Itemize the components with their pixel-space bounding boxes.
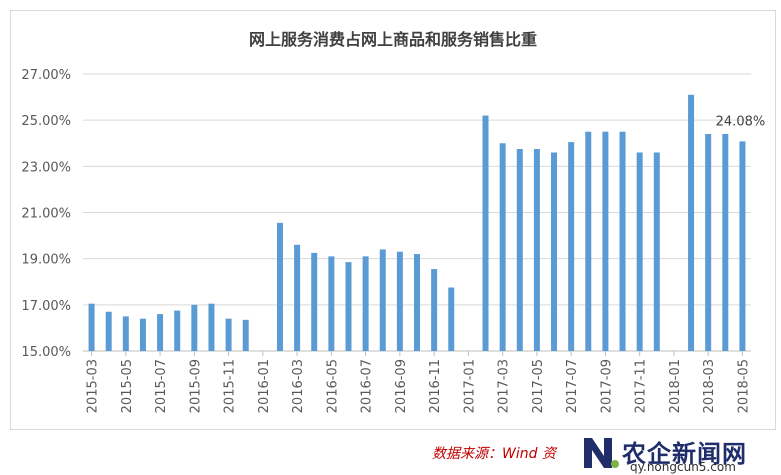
bar xyxy=(139,318,146,351)
x-tick-label: 2016-11 xyxy=(428,359,443,413)
bar xyxy=(722,134,729,351)
bar xyxy=(431,269,438,351)
bar xyxy=(499,143,506,351)
y-tick-label: 25.00% xyxy=(21,114,71,129)
bar xyxy=(448,287,455,351)
x-tick-label: 2017-05 xyxy=(531,359,546,413)
x-tick-label: 2015-07 xyxy=(154,359,169,413)
x-tick-label: 2018-03 xyxy=(702,359,717,413)
bar xyxy=(482,115,489,351)
bar xyxy=(688,94,695,352)
x-tick-label: 2017-03 xyxy=(497,359,512,413)
x-tick-label: 2017-07 xyxy=(565,359,580,413)
x-tick-label: 2016-05 xyxy=(325,359,340,413)
x-tick-label: 2016-07 xyxy=(360,359,375,413)
y-tick-label: 15.00% xyxy=(21,345,71,360)
bar xyxy=(294,244,301,351)
y-tick-label: 17.00% xyxy=(21,299,71,314)
bar xyxy=(276,222,283,351)
bar xyxy=(157,314,164,351)
x-tick-label: 2017-11 xyxy=(634,359,649,413)
bar xyxy=(653,152,660,351)
y-tick-label: 23.00% xyxy=(21,160,71,175)
bar xyxy=(516,149,523,351)
x-tick-label: 2017-01 xyxy=(462,359,477,413)
bar xyxy=(379,249,386,351)
y-tick-label: 21.00% xyxy=(21,207,71,222)
y-tick-label: 19.00% xyxy=(21,253,71,268)
bar xyxy=(311,252,318,351)
bar xyxy=(739,141,746,351)
chart-title: 网上服务消费占网上商品和服务销售比重 xyxy=(248,30,537,49)
bar xyxy=(208,303,215,351)
bar xyxy=(105,311,112,351)
watermark-name: 农企新闻网 xyxy=(622,440,747,468)
data-source-note: 数据来源：Wind 资 xyxy=(432,446,556,462)
bar xyxy=(414,254,420,351)
x-tick-label: 2018-05 xyxy=(736,359,751,413)
x-tick-label: 2015-03 xyxy=(86,359,101,413)
bar xyxy=(225,318,232,351)
x-tick-label: 2015-11 xyxy=(223,359,238,413)
bar xyxy=(191,304,198,351)
bar xyxy=(242,319,249,351)
bar xyxy=(396,251,403,351)
bar xyxy=(122,316,129,351)
y-tick-label: 27.00% xyxy=(21,68,71,83)
x-tick-label: 2017-09 xyxy=(599,359,614,413)
bar xyxy=(705,134,712,351)
bar xyxy=(568,142,575,351)
watermark-logo-icon xyxy=(584,438,619,468)
x-tick-label: 2016-03 xyxy=(291,359,306,413)
bar xyxy=(88,303,95,351)
bar xyxy=(602,131,609,351)
chart-frame xyxy=(10,10,776,430)
x-tick-label: 2015-05 xyxy=(120,359,135,413)
x-tick-label: 2018-01 xyxy=(668,359,683,413)
bar xyxy=(345,262,352,351)
bar xyxy=(533,149,540,351)
watermark: 农企新闻网 qy.nongcun5.com xyxy=(582,432,780,475)
data-label: 24.08% xyxy=(716,114,766,129)
x-tick-label: 2016-01 xyxy=(257,359,272,413)
bar xyxy=(585,131,592,351)
watermark-url: qy.nongcun5.com xyxy=(630,460,736,474)
bar xyxy=(328,256,335,351)
bar xyxy=(636,152,643,351)
bar xyxy=(362,256,369,351)
x-tick-label: 2016-09 xyxy=(394,359,409,413)
bar xyxy=(551,152,558,351)
bar xyxy=(619,131,626,351)
x-tick-label: 2015-09 xyxy=(188,359,203,413)
bar xyxy=(174,310,181,351)
